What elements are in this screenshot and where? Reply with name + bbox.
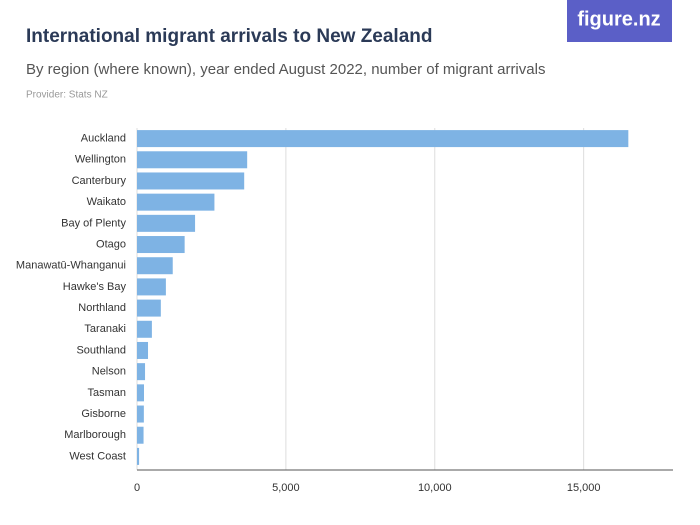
bar (137, 320, 152, 338)
chart-title: International migrant arrivals to New Ze… (26, 26, 433, 47)
chart-subtitle: By region (where known), year ended Augu… (26, 61, 545, 78)
x-tick-label: 0 (134, 482, 140, 494)
bar (137, 426, 144, 444)
bar (137, 257, 173, 275)
y-tick-label: West Coast (69, 450, 126, 462)
x-tick-label: 10,000 (418, 482, 452, 494)
y-tick-label: Hawke's Bay (63, 281, 127, 293)
y-tick-label: Canterbury (72, 175, 127, 187)
y-tick-label: Tasman (87, 387, 126, 399)
y-tick-label: Auckland (81, 133, 126, 145)
bar (137, 172, 245, 190)
bar (137, 236, 185, 254)
y-tick-label: Wellington (75, 154, 126, 166)
bar (137, 151, 248, 169)
bar (137, 447, 140, 465)
bar (137, 214, 196, 232)
y-tick-label: Waikato (87, 196, 126, 208)
y-tick-label: Southland (76, 344, 126, 356)
y-tick-label: Otago (96, 238, 126, 250)
bar (137, 299, 161, 317)
x-tick-label: 5,000 (272, 482, 300, 494)
y-tick-label: Nelson (92, 366, 126, 378)
y-tick-label: Marlborough (64, 429, 126, 441)
logo[interactable]: figure.nz (577, 8, 660, 30)
bar (137, 341, 149, 359)
logo-box[interactable] (567, 0, 672, 42)
bar (137, 405, 144, 423)
y-tick-label: Manawatū-Whanganui (16, 260, 126, 272)
y-tick-label: Northland (78, 302, 126, 314)
bar (137, 363, 146, 381)
y-tick-label: Bay of Plenty (61, 217, 126, 229)
y-tick-label: Gisborne (81, 408, 126, 420)
y-tick-label: Taranaki (84, 323, 126, 335)
x-tick-label: 15,000 (567, 482, 601, 494)
provider: Provider: Stats NZ (26, 90, 108, 101)
bar (137, 278, 166, 296)
bar (137, 130, 629, 148)
bar (137, 193, 215, 211)
bar (137, 384, 144, 402)
